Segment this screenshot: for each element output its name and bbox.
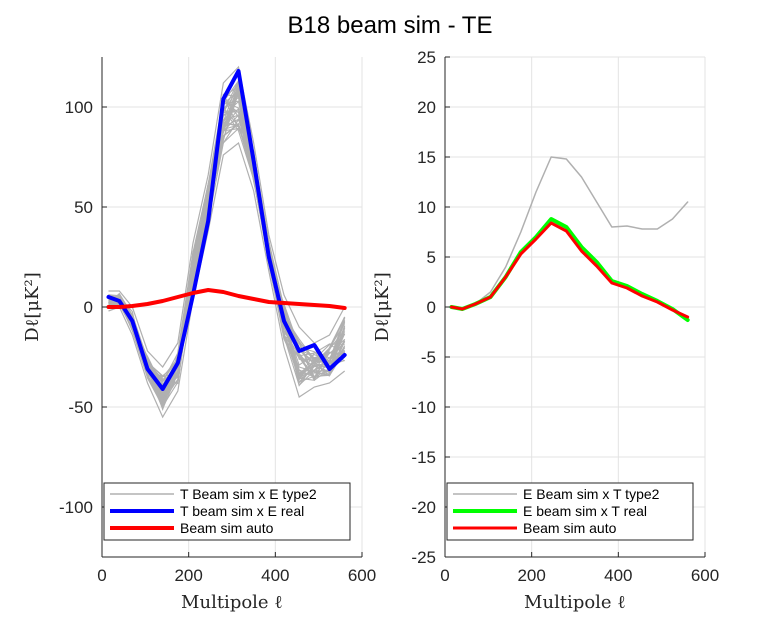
left-y-tick-label: -100 bbox=[59, 498, 93, 517]
left-legend-label: T Beam sim x E type2 bbox=[180, 486, 317, 502]
left-series-line-2 bbox=[106, 288, 347, 310]
right-x-tick-label: 0 bbox=[440, 566, 449, 585]
left-x-axis-label: Multipole ℓ bbox=[181, 592, 283, 613]
right-y-tick-label: -25 bbox=[411, 548, 436, 567]
left-sim-trace-lower bbox=[108, 141, 346, 419]
right-panel-te: 0 200 400 600 -25 -20 -15 -10 -5 0 5 10 15 20 25 Multip… bbox=[372, 48, 719, 613]
right-y-tick-label: 10 bbox=[417, 198, 436, 217]
left-series-line-1 bbox=[106, 69, 347, 391]
left-legend-label: Beam sim auto bbox=[180, 520, 274, 536]
right-legend-label: E Beam sim x T type2 bbox=[523, 486, 660, 502]
right-legend-label: E beam sim x T real bbox=[523, 503, 647, 519]
left-y-tick-label: 0 bbox=[84, 298, 93, 317]
left-x-tick-label: 200 bbox=[174, 566, 202, 585]
right-series-line-3 bbox=[450, 221, 690, 319]
right-series-line-1 bbox=[450, 156, 689, 310]
left-legend-label: T beam sim x E real bbox=[180, 503, 304, 519]
right-legend-label: Beam sim auto bbox=[523, 520, 617, 536]
right-x-tick-label: 200 bbox=[517, 566, 545, 585]
right-x-axis-label: Multipole ℓ bbox=[524, 592, 626, 613]
left-legend-box bbox=[103, 482, 351, 541]
right-y-axis-label: Dℓ[μK²] bbox=[372, 272, 393, 341]
right-y-tick-label: -20 bbox=[411, 498, 436, 517]
right-x-tick-label: 600 bbox=[691, 566, 719, 585]
left-x-tick-label: 0 bbox=[97, 566, 106, 585]
left-y-axis-label: Dℓ[μK²] bbox=[22, 272, 43, 341]
right-y-tick-label: 20 bbox=[417, 98, 436, 117]
left-x-tick-label: 400 bbox=[261, 566, 289, 585]
left-sim-trace-upper bbox=[108, 65, 346, 368]
left-y-tick-label: -50 bbox=[68, 398, 93, 417]
left-y-tick-label: 50 bbox=[74, 198, 93, 217]
left-x-tick-label: 600 bbox=[348, 566, 376, 585]
right-y-tick-label: -10 bbox=[411, 398, 436, 417]
figure-title: B18 beam sim - TE bbox=[288, 12, 493, 39]
left-panel-te: 0 200 400 600 -100 -50 0 50 100 Multipole ℓ Dℓ[μK²… bbox=[22, 57, 376, 613]
right-y-tick-label: 5 bbox=[427, 248, 436, 267]
right-y-tick-label: 0 bbox=[427, 298, 436, 317]
right-y-tick-label: -5 bbox=[421, 348, 436, 367]
right-x-tick-label: 400 bbox=[604, 566, 632, 585]
left-y-tick-label: 100 bbox=[65, 98, 93, 117]
right-y-tick-label: 15 bbox=[417, 148, 436, 167]
left-sim-trace bbox=[108, 124, 346, 392]
right-y-tick-label: -15 bbox=[411, 448, 436, 467]
right-y-tick-label: 25 bbox=[417, 48, 436, 67]
